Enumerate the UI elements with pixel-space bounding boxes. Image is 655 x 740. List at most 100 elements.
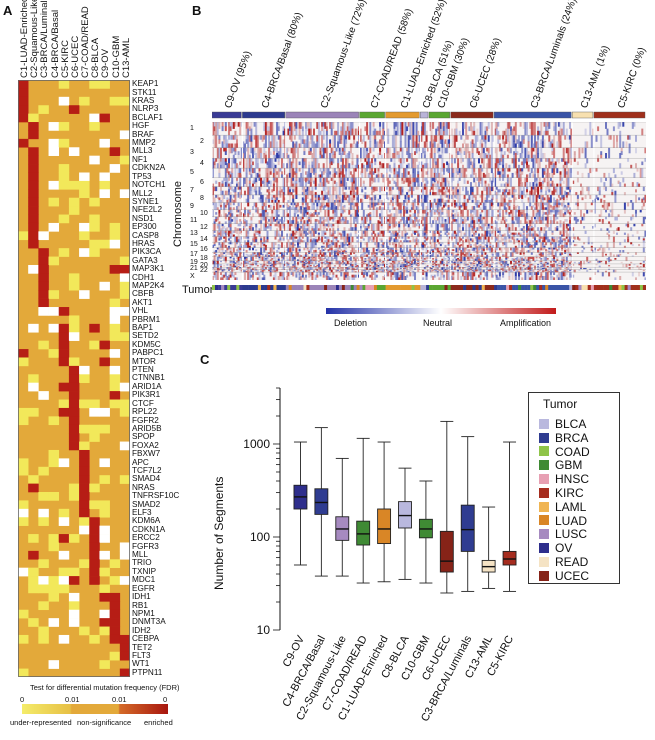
gene-label-13: MLL2 [132, 188, 153, 198]
legend-item-luad: LUAD [539, 512, 588, 528]
gene-label-33: MTOR [132, 356, 156, 366]
gene-label-42: SPOP [132, 432, 155, 442]
cnv-colorbar [326, 308, 556, 314]
legend-swatch [539, 529, 549, 540]
chromosome-label-15: 16 [200, 246, 208, 254]
y-tick-1: 100 [250, 530, 270, 544]
panel-a-label: A [3, 3, 13, 18]
gene-label-4: BCLAF1 [132, 112, 163, 122]
chromosome-label-17: 18 [200, 255, 208, 263]
legend-item-hnsc: HNSC [539, 470, 589, 486]
gene-label-65: IDH2 [132, 625, 151, 635]
gene-label-10: CDKN2A [132, 163, 166, 173]
gene-label-58: TXNIP [132, 566, 157, 576]
legend-item-read: READ [539, 553, 588, 569]
fdr-tick-2: 0.01 [112, 695, 127, 704]
gene-label-14: SYNE1 [132, 196, 159, 206]
legend-label: LUAD [555, 513, 588, 528]
cnv-cluster-header-10: C5-KIRC (0%) [615, 45, 649, 110]
cnv-heatmap [212, 122, 646, 280]
chromosome-label-16: 17 [190, 251, 198, 258]
gene-label-18: CASP8 [132, 230, 159, 240]
gene-label-59: MDC1 [132, 575, 156, 585]
legend-item-brca: BRCA [539, 429, 588, 445]
colorbar-deletion: Deletion [334, 318, 368, 328]
box-5 [398, 467, 412, 580]
legend-swatch [539, 570, 549, 581]
gene-label-60: EGFR [132, 583, 155, 593]
gene-label-28: PBRM1 [132, 314, 161, 324]
gene-label-27: VHL [132, 306, 148, 316]
legend-item-kirc: KIRC [539, 484, 584, 500]
tumor-legend: Tumor BLCA BRCA COAD GBM HNSC KIRC LAML LUAD LUS… [528, 392, 620, 584]
chromosome-label-9: 10 [200, 209, 208, 217]
gene-label-40: FGFR2 [132, 415, 159, 425]
chromosome-label-6: 7 [190, 187, 194, 195]
gene-label-20: PIK3CA [132, 247, 162, 257]
legend-swatch [539, 473, 549, 484]
cluster-label-8: C9-OV [100, 48, 112, 78]
chromosome-label-18: 19 [190, 258, 198, 266]
mutation-heatmap [18, 80, 130, 677]
cluster-bar-segment-2 [285, 111, 359, 119]
chromosome-label-12: 13 [190, 230, 198, 238]
gene-label-46: TCF7L2 [132, 465, 162, 475]
legend-under-represented: under-represented [10, 718, 72, 727]
gene-label-37: PIK3R1 [132, 390, 161, 400]
gene-label-19: HRAS [132, 238, 155, 248]
gene-label-43: FOXA2 [132, 440, 159, 450]
gene-label-62: RB1 [132, 600, 148, 610]
cnv-cluster-header-9: C13-AML (1%) [579, 44, 612, 110]
gene-label-54: ERCC2 [132, 533, 160, 543]
legend-enriched: enriched [144, 718, 173, 727]
box-10 [502, 441, 517, 592]
cluster-bar-segment-5 [420, 111, 429, 119]
cnv-cluster-color-bar [212, 111, 646, 119]
legend-item-ucec: UCEC [539, 567, 589, 583]
legend-item-ov: OV [539, 539, 572, 555]
gene-label-70: PTPN11 [132, 667, 163, 677]
cluster-bar-segment-3 [359, 111, 385, 119]
legend-swatch [539, 446, 549, 457]
legend-swatch [539, 487, 549, 498]
chromosome-label-14: 15 [190, 241, 198, 249]
gene-label-63: NPM1 [132, 608, 155, 618]
box-1 [314, 427, 329, 577]
cluster-bar-segment-9 [572, 111, 594, 119]
legend-swatch [539, 556, 549, 567]
gene-label-3: NLRP3 [132, 104, 159, 114]
cluster-label-2: C3-BRCA/Luminal [39, 0, 51, 78]
gene-label-6: BRAF [132, 129, 154, 139]
gene-label-12: NOTCH1 [132, 180, 166, 190]
box-6 [418, 480, 433, 584]
cluster-bar-segment-0 [212, 111, 242, 119]
box-3 [356, 437, 371, 584]
cluster-label-3: C4-BRCA/Basal [49, 9, 61, 78]
legend-label: COAD [555, 444, 590, 459]
gene-label-45: APC [132, 457, 149, 467]
gene-label-52: KDM6A [132, 516, 161, 526]
cluster-bar-segment-10 [593, 111, 646, 119]
cluster-bar-segment-1 [242, 111, 286, 119]
cluster-bar-segment-7 [450, 111, 494, 119]
gene-label-56: MLL [132, 550, 148, 560]
cluster-bar-segment-6 [428, 111, 450, 119]
gene-label-5: HGF [132, 121, 150, 131]
legend-label: GBM [555, 458, 583, 473]
cnv-cluster-header-0: C9-OV (95%) [223, 49, 255, 110]
legend-label: HNSC [555, 471, 590, 486]
gene-label-68: FLT3 [132, 650, 151, 660]
chromosome-label-20: 21 [190, 264, 198, 272]
chromosome-axis-title: Chromosome [172, 180, 184, 247]
gene-label-31: KDM5C [132, 339, 161, 349]
box-0 [293, 441, 308, 566]
gene-label-69: WT1 [132, 659, 150, 669]
chromosome-label-4: 5 [190, 169, 194, 177]
gene-label-22: MAP3K1 [132, 264, 165, 274]
legend-item-blca: BLCA [539, 415, 586, 431]
gene-label-66: CEBPA [132, 634, 160, 644]
chromosome-label-2: 3 [190, 149, 194, 157]
fdr-tick-0: 0 [20, 695, 25, 704]
legend-swatch [539, 418, 549, 429]
gene-label-7: MMP2 [132, 138, 156, 148]
